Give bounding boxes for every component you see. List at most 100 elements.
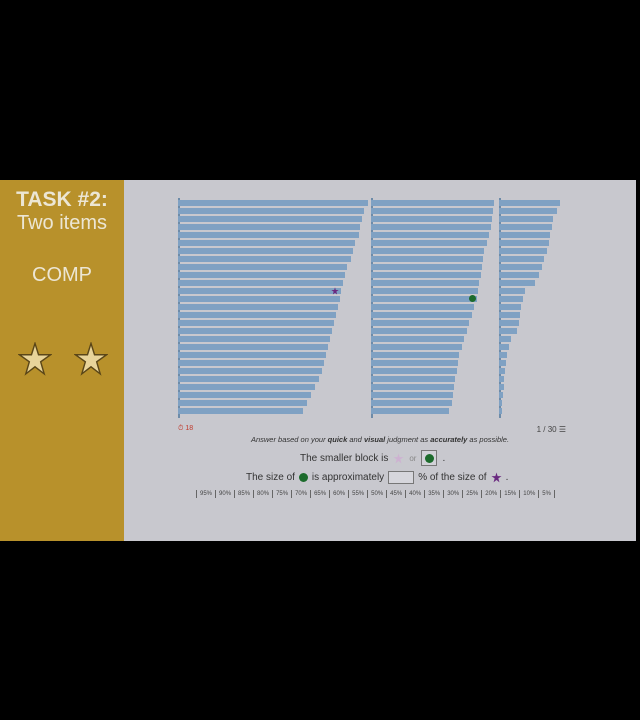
question-percentage: The size of is approximately % of the si… bbox=[246, 471, 508, 484]
bar bbox=[499, 320, 519, 326]
bar bbox=[499, 384, 504, 390]
bar bbox=[178, 264, 348, 270]
task-main: ⏱ 18 1 / 30 ☰ Answer based on your quick… bbox=[124, 180, 636, 541]
instructions: Answer based on your quick and visual ju… bbox=[124, 435, 636, 444]
bar bbox=[178, 280, 344, 286]
scale-option[interactable]: 5% bbox=[538, 490, 555, 498]
bar bbox=[371, 408, 450, 414]
instruction-accurately: accurately bbox=[430, 435, 468, 444]
scale-option[interactable]: 15% bbox=[500, 490, 519, 498]
scale-option[interactable]: 25% bbox=[462, 490, 481, 498]
question-pre: The size of bbox=[246, 472, 295, 483]
scale-option[interactable]: 85% bbox=[234, 490, 253, 498]
scale-option[interactable]: 55% bbox=[348, 490, 367, 498]
period: . bbox=[442, 452, 446, 464]
bar bbox=[371, 360, 458, 366]
or-text: or bbox=[409, 453, 417, 463]
bar bbox=[178, 256, 351, 262]
bar bbox=[371, 200, 495, 206]
question-mid: is approximately bbox=[311, 472, 385, 483]
bar bbox=[178, 352, 327, 358]
scale-option[interactable]: 35% bbox=[424, 490, 443, 498]
purple-star-icon bbox=[491, 472, 502, 483]
task-subtitle: Two items bbox=[16, 212, 108, 234]
bar bbox=[178, 328, 332, 334]
bar bbox=[499, 216, 554, 222]
bar bbox=[178, 208, 365, 214]
timer: ⏱ 18 bbox=[178, 425, 194, 432]
bar bbox=[499, 256, 544, 262]
bar bbox=[371, 392, 453, 398]
star-option-icon[interactable] bbox=[393, 452, 404, 464]
bar bbox=[178, 288, 342, 294]
bar bbox=[371, 264, 482, 270]
question-label: The smaller block is bbox=[300, 452, 389, 464]
scale-option[interactable]: 75% bbox=[272, 490, 291, 498]
bar bbox=[371, 376, 456, 382]
bar bbox=[371, 328, 467, 334]
bar bbox=[178, 376, 319, 382]
bar bbox=[371, 400, 452, 406]
bar bbox=[499, 248, 547, 254]
bar bbox=[499, 328, 518, 334]
scale-option[interactable]: 30% bbox=[443, 490, 462, 498]
scale-option[interactable]: 95% bbox=[196, 490, 215, 498]
page-counter-value: 1 / 30 bbox=[536, 425, 557, 434]
bar bbox=[178, 240, 355, 246]
bar bbox=[178, 368, 323, 374]
bar bbox=[499, 408, 502, 414]
bar bbox=[499, 288, 526, 294]
bar bbox=[499, 368, 505, 374]
green-dot-icon bbox=[424, 453, 434, 463]
instruction-text: and bbox=[347, 435, 364, 444]
scale-option[interactable]: 90% bbox=[215, 490, 234, 498]
bar bbox=[371, 216, 492, 222]
bar bbox=[371, 352, 460, 358]
bar bbox=[499, 224, 552, 230]
bar bbox=[178, 384, 315, 390]
scale-option[interactable]: 45% bbox=[386, 490, 405, 498]
task-code: COMP bbox=[32, 264, 92, 286]
bar bbox=[371, 224, 491, 230]
bar bbox=[178, 232, 359, 238]
bar bbox=[178, 304, 338, 310]
bar bbox=[178, 272, 346, 278]
scale-option[interactable]: 65% bbox=[310, 490, 329, 498]
page-counter: 1 / 30 ☰ bbox=[536, 425, 566, 434]
bar bbox=[499, 344, 509, 350]
scale-option[interactable]: 10% bbox=[519, 490, 538, 498]
bar-panel bbox=[178, 198, 368, 418]
bar bbox=[178, 248, 353, 254]
bar bbox=[499, 272, 539, 278]
period: . bbox=[505, 472, 509, 483]
scale-option[interactable]: 80% bbox=[253, 490, 272, 498]
bar bbox=[371, 232, 490, 238]
bar bbox=[371, 280, 480, 286]
scale-option[interactable]: 60% bbox=[329, 490, 348, 498]
bar bbox=[371, 256, 484, 262]
bar bbox=[178, 400, 308, 406]
bar bbox=[371, 384, 455, 390]
star-icon bbox=[18, 342, 52, 376]
bar bbox=[178, 216, 363, 222]
dot-option-button[interactable] bbox=[421, 450, 438, 466]
percentage-scale: 95% 90% 85% 80% 75% 70% 65% 60% 55% 50% 45% 40% 35% 3… bbox=[196, 490, 555, 498]
bar bbox=[178, 296, 340, 302]
bar bbox=[371, 336, 465, 342]
scale-option[interactable]: 20% bbox=[481, 490, 500, 498]
bar bbox=[178, 360, 325, 366]
scale-option[interactable]: 70% bbox=[291, 490, 310, 498]
instruction-text: judgment as bbox=[385, 435, 431, 444]
bar bbox=[499, 264, 542, 270]
slide: TASK #2: Two items COMP ⏱ 18 1 / 30 ☰ An… bbox=[0, 180, 636, 541]
bar bbox=[499, 360, 506, 366]
bar bbox=[499, 392, 503, 398]
bar bbox=[499, 296, 523, 302]
bar bbox=[178, 200, 368, 206]
bar bbox=[499, 240, 549, 246]
bar bbox=[371, 208, 494, 214]
percentage-input[interactable] bbox=[388, 471, 415, 484]
scale-option[interactable]: 50% bbox=[367, 490, 386, 498]
scale-option[interactable]: 40% bbox=[405, 490, 424, 498]
bar-panel bbox=[499, 198, 565, 418]
